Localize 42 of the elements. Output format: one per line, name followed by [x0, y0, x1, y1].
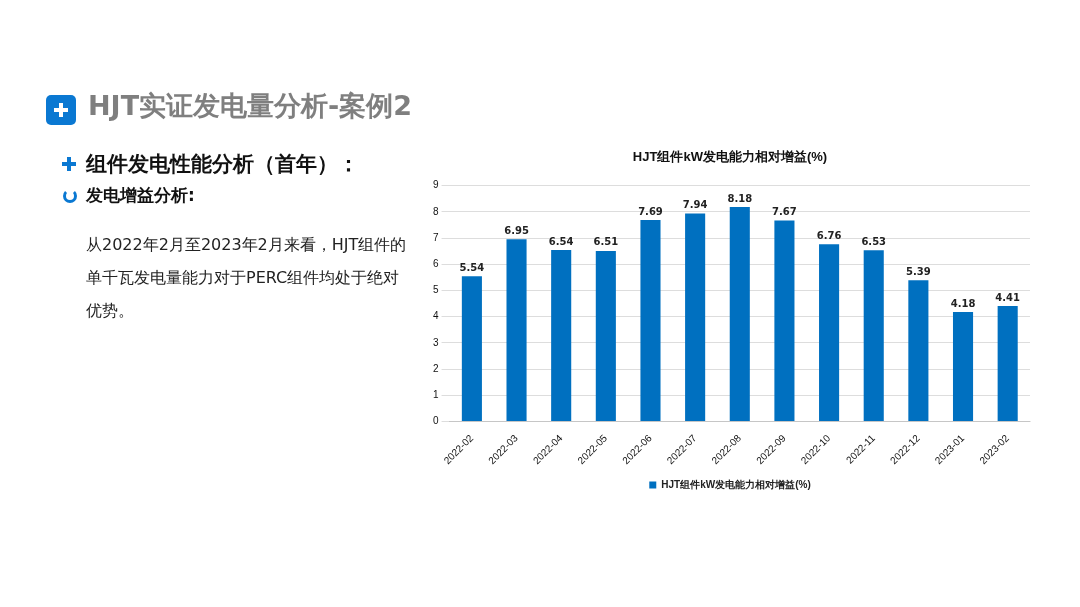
bar: [685, 213, 706, 422]
bar: [506, 239, 527, 422]
data-label: 6.53: [861, 235, 887, 247]
data-label: 6.51: [593, 236, 619, 248]
y-tick-label: 7: [433, 231, 439, 243]
text: 从2022年2月至2023年2月来看，HJT组件的单千瓦发电量能力对于PERC组件均处于绝对优势。: [86, 234, 408, 322]
y-tick-label: 3: [433, 336, 439, 348]
bar: [640, 219, 661, 422]
bar: [729, 207, 750, 422]
text: 发电增益分析:: [86, 184, 195, 207]
data-label: 7.67: [772, 206, 797, 218]
bar: [595, 250, 616, 422]
data-label: 7.69: [638, 205, 663, 217]
data-label: 6.54: [548, 235, 574, 247]
bar: [461, 276, 482, 422]
y-tick-label: 2: [433, 362, 439, 374]
data-label: 5.54: [459, 261, 485, 273]
data-label: 7.94: [682, 198, 708, 210]
data-label: 6.95: [504, 224, 529, 236]
y-tick-label: 4: [433, 310, 439, 322]
bar: [819, 244, 840, 422]
text: HJT实证发电量分析-案例2: [88, 89, 413, 123]
bar: [908, 280, 929, 422]
y-tick-label: 8: [433, 205, 439, 217]
chart-title: HJT组件kW发电能力相对增益(%): [632, 149, 828, 165]
y-tick-label: 1: [433, 389, 439, 401]
bar: [551, 250, 572, 422]
bar: [774, 220, 795, 422]
bar: [997, 305, 1018, 422]
legend-label: HJT组件kW发电能力相对增益(%): [661, 478, 811, 490]
text: 组件发电性能分析（首年）：: [86, 151, 359, 178]
bar: [863, 250, 884, 422]
data-label: 6.76: [816, 229, 842, 241]
bar: [952, 311, 974, 422]
y-tick-label: 5: [433, 284, 439, 296]
y-tick-label: 0: [433, 415, 439, 427]
y-tick-label: 6: [433, 258, 439, 269]
y-tick-label: 9: [433, 179, 439, 191]
data-label: 4.18: [950, 297, 976, 309]
data-label: 8.18: [727, 192, 753, 204]
data-label: 5.39: [906, 265, 931, 277]
data-label: 4.41: [995, 291, 1021, 303]
